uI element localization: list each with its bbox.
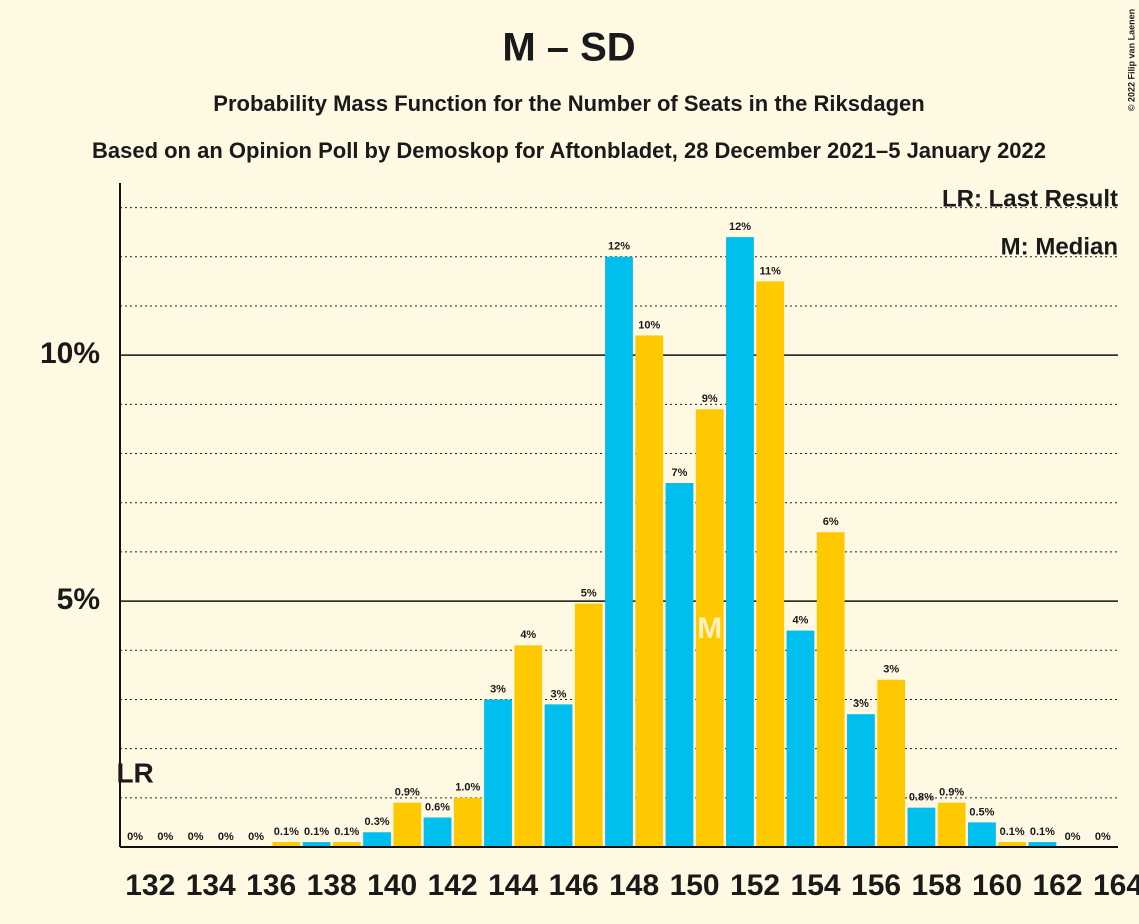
value-label: 0.1% bbox=[304, 826, 329, 838]
bar bbox=[302, 842, 331, 847]
x-tick-label: 164 bbox=[1093, 869, 1139, 902]
value-label: 3% bbox=[551, 688, 567, 700]
value-label: 11% bbox=[760, 265, 782, 277]
x-tick-label: 146 bbox=[549, 869, 599, 902]
bar bbox=[544, 704, 573, 847]
value-label: 0% bbox=[1095, 831, 1111, 843]
value-label: 0.9% bbox=[395, 787, 420, 799]
bar bbox=[756, 281, 785, 847]
x-tick-label: 152 bbox=[730, 869, 780, 902]
x-tick-label: 138 bbox=[307, 869, 357, 902]
chart-subtitle: Based on an Opinion Poll by Demoskop for… bbox=[92, 138, 1046, 163]
y-tick-label: 5% bbox=[57, 583, 100, 616]
bar bbox=[726, 237, 754, 847]
value-label: 0.1% bbox=[1000, 826, 1025, 838]
bar bbox=[635, 335, 664, 847]
last-result-marker: LR bbox=[116, 757, 153, 788]
x-tick-label: 148 bbox=[609, 869, 659, 902]
value-label: 0.5% bbox=[969, 806, 994, 818]
value-label: 0.6% bbox=[425, 801, 450, 813]
bar bbox=[393, 802, 422, 847]
x-tick-label: 158 bbox=[912, 869, 962, 902]
x-tick-label: 150 bbox=[670, 869, 720, 902]
bar bbox=[907, 807, 936, 847]
bar bbox=[363, 832, 391, 847]
value-label: 7% bbox=[672, 467, 688, 479]
x-tick-label: 144 bbox=[488, 869, 538, 902]
x-tick-label: 160 bbox=[972, 869, 1022, 902]
value-label: 0% bbox=[218, 831, 234, 843]
value-label: 0% bbox=[1065, 831, 1081, 843]
value-label: 0.1% bbox=[334, 826, 359, 838]
x-tick-label: 136 bbox=[246, 869, 296, 902]
bar bbox=[514, 645, 543, 847]
bar bbox=[272, 842, 301, 847]
bar bbox=[847, 714, 875, 847]
value-label: 0.8% bbox=[909, 792, 934, 804]
median-marker: M bbox=[697, 612, 722, 645]
value-label: 0% bbox=[127, 831, 143, 843]
chart-subtitle: Probability Mass Function for the Number… bbox=[213, 91, 924, 116]
x-tick-label: 162 bbox=[1032, 869, 1082, 902]
x-tick-label: 140 bbox=[367, 869, 417, 902]
value-label: 6% bbox=[823, 516, 839, 528]
value-label: 1.0% bbox=[455, 782, 480, 794]
x-tick-label: 142 bbox=[428, 869, 478, 902]
y-tick-label: 10% bbox=[40, 337, 100, 370]
value-label: 4% bbox=[793, 614, 809, 626]
value-label: 0% bbox=[248, 831, 264, 843]
value-label: 0% bbox=[188, 831, 204, 843]
legend-entry: M: Median bbox=[1001, 233, 1118, 260]
bar bbox=[453, 797, 482, 847]
value-label: 0.9% bbox=[939, 787, 964, 799]
bar bbox=[998, 842, 1027, 847]
bar bbox=[877, 679, 906, 847]
bar bbox=[695, 409, 724, 847]
value-label: 5% bbox=[581, 587, 597, 599]
bar bbox=[1028, 842, 1057, 847]
x-tick-label: 134 bbox=[186, 869, 236, 902]
value-label: 0% bbox=[157, 831, 173, 843]
value-label: 12% bbox=[729, 221, 751, 233]
value-label: 9% bbox=[702, 393, 718, 405]
value-label: 3% bbox=[853, 698, 869, 710]
bar bbox=[484, 699, 512, 847]
value-label: 0.3% bbox=[365, 816, 390, 828]
legend-entry: LR: Last Result bbox=[942, 185, 1118, 212]
bar bbox=[605, 256, 633, 847]
x-tick-label: 132 bbox=[125, 869, 175, 902]
x-tick-label: 154 bbox=[791, 869, 841, 902]
value-label: 12% bbox=[608, 241, 630, 253]
bar bbox=[332, 842, 361, 847]
value-label: 3% bbox=[883, 664, 899, 676]
bar bbox=[816, 532, 845, 847]
value-label: 0.1% bbox=[274, 826, 299, 838]
copyright: © 2022 Filip van Laenen bbox=[1126, 9, 1136, 111]
value-label: 0.1% bbox=[1030, 826, 1055, 838]
bar bbox=[423, 817, 452, 847]
chart-title: M – SD bbox=[502, 26, 635, 70]
value-label: 10% bbox=[638, 319, 660, 331]
bar bbox=[937, 802, 966, 847]
x-tick-label: 156 bbox=[851, 869, 901, 902]
bar bbox=[967, 822, 996, 847]
value-label: 4% bbox=[520, 629, 536, 641]
bar bbox=[574, 603, 603, 847]
bar bbox=[665, 483, 694, 847]
bar bbox=[786, 630, 815, 847]
value-label: 3% bbox=[490, 683, 506, 695]
